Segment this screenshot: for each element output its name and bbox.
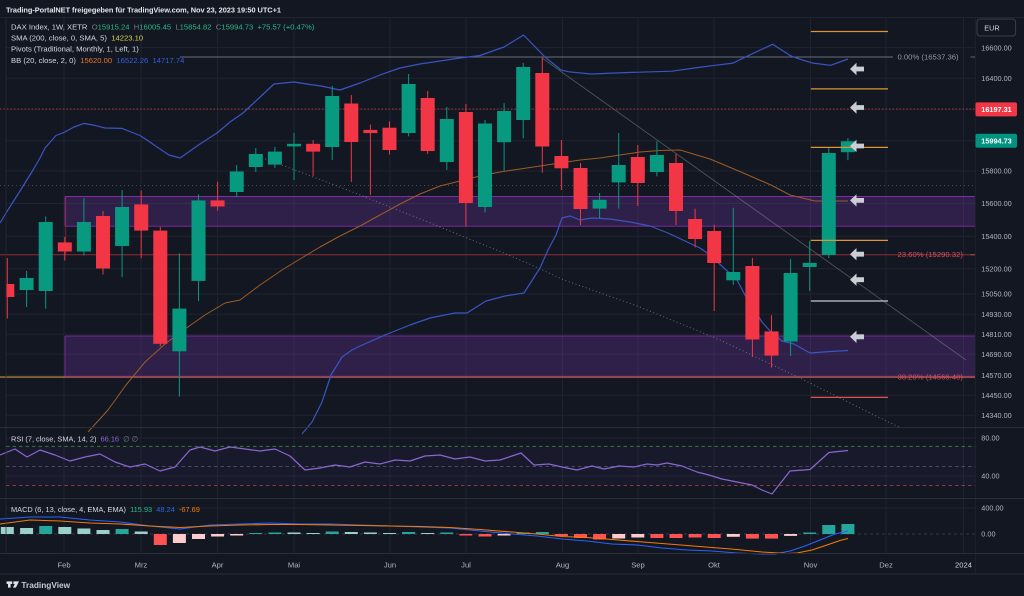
svg-text:14930.00: 14930.00 bbox=[981, 310, 1011, 319]
svg-text:23.60% (15290.32): 23.60% (15290.32) bbox=[898, 250, 964, 259]
svg-text:BB (20, close, 2, 0) 15620.00: BB (20, close, 2, 0) 15620.00 16522.26 1… bbox=[11, 56, 185, 65]
svg-text:SMA (200, close, 0, SMA, 5) 1: SMA (200, close, 0, SMA, 5) 14223.10 bbox=[11, 34, 143, 43]
svg-text:15994.73: 15994.73 bbox=[981, 137, 1011, 146]
svg-text:80.00: 80.00 bbox=[981, 434, 999, 443]
svg-text:400.00: 400.00 bbox=[981, 504, 1003, 513]
svg-text:16400.00: 16400.00 bbox=[981, 74, 1011, 83]
svg-text:15400.00: 15400.00 bbox=[981, 232, 1011, 241]
svg-text:Okt: Okt bbox=[708, 560, 721, 569]
svg-text:15600.00: 15600.00 bbox=[981, 199, 1011, 208]
svg-text:Jul: Jul bbox=[461, 560, 471, 569]
svg-text:15050.00: 15050.00 bbox=[981, 290, 1011, 299]
svg-text:Mai: Mai bbox=[288, 560, 301, 569]
svg-text:MACD (6, 13, close, 4, EMA, EM: MACD (6, 13, close, 4, EMA, EMA) 115.93 … bbox=[11, 505, 200, 514]
svg-text:Pivots (Traditional, Monthly,: Pivots (Traditional, Monthly, 1, Left, 1… bbox=[11, 45, 139, 54]
svg-text:14570.00: 14570.00 bbox=[981, 371, 1011, 380]
svg-text:Apr: Apr bbox=[212, 560, 224, 569]
svg-text:Sep: Sep bbox=[631, 560, 645, 569]
svg-text:EUR: EUR bbox=[984, 23, 999, 32]
svg-text:Nov: Nov bbox=[804, 560, 818, 569]
svg-text:14810.00: 14810.00 bbox=[981, 330, 1011, 339]
svg-text:38.20% (14566.40): 38.20% (14566.40) bbox=[898, 373, 964, 382]
svg-text:16197.31: 16197.31 bbox=[981, 105, 1011, 114]
svg-text:14690.00: 14690.00 bbox=[981, 350, 1011, 359]
svg-text:Mrz: Mrz bbox=[135, 560, 148, 569]
svg-text:15200.00: 15200.00 bbox=[981, 265, 1011, 274]
svg-text:Jun: Jun bbox=[384, 560, 396, 569]
svg-text:14450.00: 14450.00 bbox=[981, 391, 1011, 400]
svg-text:RSI (7, close, SMA, 14, 2) 66: RSI (7, close, SMA, 14, 2) 66.16 ∅ ∅ bbox=[11, 434, 138, 443]
svg-text:0.00% (16537.36): 0.00% (16537.36) bbox=[898, 53, 960, 62]
svg-text:Feb: Feb bbox=[57, 560, 70, 569]
svg-text:15800.00: 15800.00 bbox=[981, 167, 1011, 176]
svg-text:14340.00: 14340.00 bbox=[981, 411, 1011, 420]
svg-text:40.00: 40.00 bbox=[981, 472, 999, 481]
svg-text:DAX Index, 1W, XETR O15915.24: DAX Index, 1W, XETR O15915.24 H16005.45 … bbox=[11, 23, 315, 32]
svg-text:Trading-PortalNET freigegeben: Trading-PortalNET freigegeben für Tradin… bbox=[6, 6, 281, 15]
svg-text:Dez: Dez bbox=[879, 560, 893, 569]
svg-text:2024: 2024 bbox=[955, 560, 972, 569]
svg-text:Aug: Aug bbox=[556, 560, 570, 569]
svg-text:16600.00: 16600.00 bbox=[981, 43, 1011, 52]
svg-text:0.00: 0.00 bbox=[981, 530, 995, 539]
svg-text:TradingView: TradingView bbox=[21, 580, 70, 590]
